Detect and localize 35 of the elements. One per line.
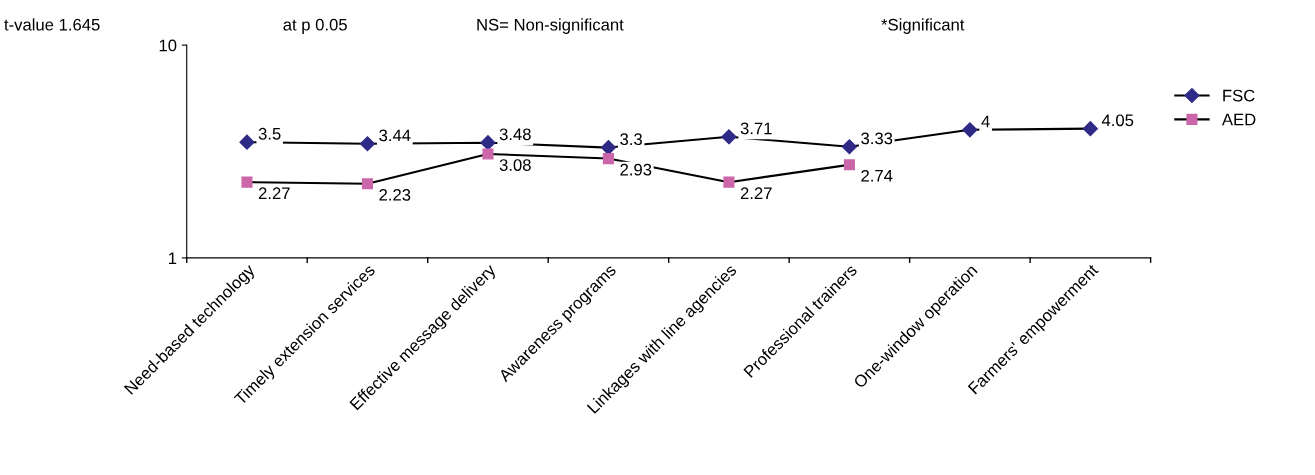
data-label: 3.44 xyxy=(379,129,411,142)
point xyxy=(721,129,737,145)
data-label: 3.3 xyxy=(620,133,642,146)
point xyxy=(843,159,855,171)
data-label: 3.33 xyxy=(861,132,893,145)
data-label: 2.27 xyxy=(740,187,772,199)
point xyxy=(482,148,494,160)
data-label: 2.93 xyxy=(620,163,652,176)
point xyxy=(962,122,978,138)
legend-label: AED xyxy=(1221,113,1256,126)
data-label: 3.08 xyxy=(499,159,531,171)
data-label: 3.48 xyxy=(499,128,531,141)
text: NS= Non-significant xyxy=(477,18,624,34)
data-label: 2.74 xyxy=(861,169,893,182)
point xyxy=(723,176,735,188)
text: *Significant xyxy=(881,18,965,34)
data-label: 3.71 xyxy=(740,122,772,135)
data-label: 2.23 xyxy=(379,188,411,201)
point xyxy=(841,139,857,155)
y-tick-label: 10 xyxy=(159,39,177,52)
point xyxy=(241,176,253,188)
data-label: 4 xyxy=(981,115,990,128)
data-label: 3.5 xyxy=(258,127,281,140)
text: t-value 1.645 xyxy=(4,18,100,31)
point xyxy=(239,134,255,150)
y-tick-label: 1 xyxy=(169,252,177,264)
point xyxy=(1082,121,1098,137)
point xyxy=(361,178,374,190)
legend-label: FSC xyxy=(1223,89,1255,102)
point xyxy=(359,136,376,152)
text: at p 0.05 xyxy=(283,18,347,34)
point xyxy=(602,153,614,165)
point xyxy=(480,135,496,151)
data-label: 4.05 xyxy=(1101,114,1134,127)
data-label: 2.27 xyxy=(258,187,290,199)
